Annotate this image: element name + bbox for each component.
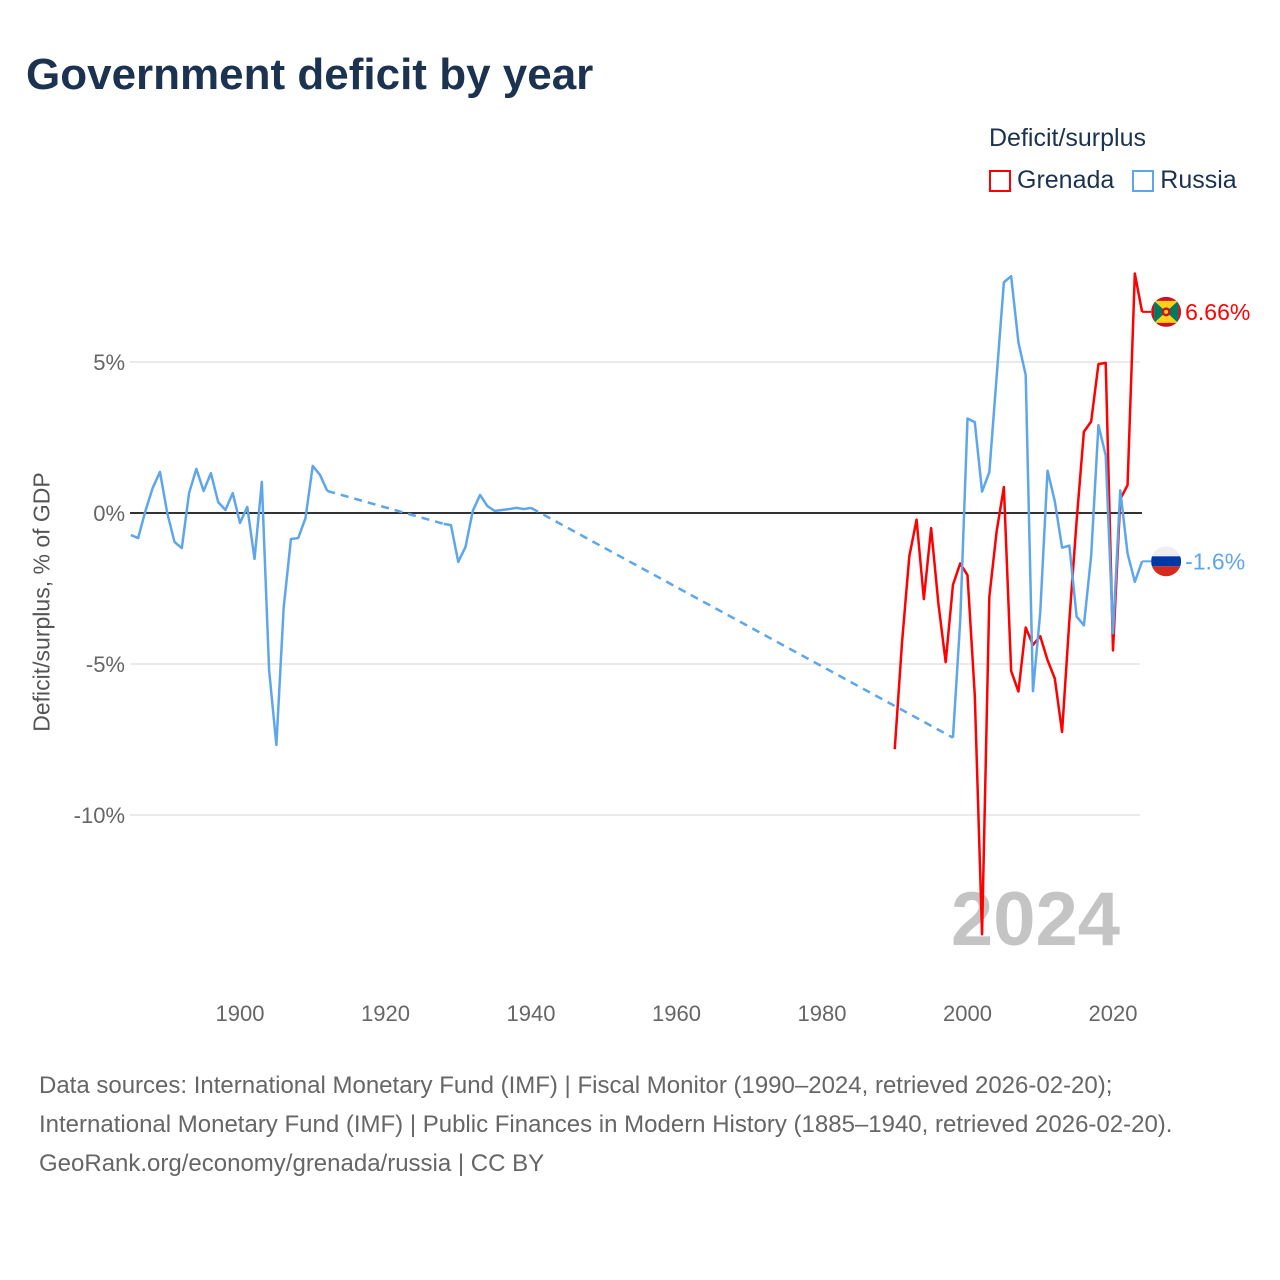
- series-gap-russia: [326, 489, 445, 526]
- flag-stripe-white: [1151, 546, 1182, 557]
- x-tick-label: 1940: [507, 1001, 556, 1026]
- y-tick-label: -5%: [86, 652, 125, 677]
- legend-label-grenada: Grenada: [1017, 166, 1115, 194]
- credit-link[interactable]: GeoRank.org/economy/grenada/russia | CC …: [39, 1150, 545, 1177]
- legend-title: Deficit/surplus: [989, 124, 1146, 152]
- flag-body: [1151, 546, 1182, 577]
- end-label-russia: -1.6%: [1185, 548, 1245, 574]
- footer: Data sources: International Monetary Fun…: [39, 1066, 1239, 1183]
- series-line-russia: [443, 493, 532, 564]
- legend-item-russia[interactable]: Russia: [1132, 166, 1237, 195]
- series-line-russia: [130, 464, 329, 747]
- flag-stripe-blue: [1151, 556, 1182, 567]
- y-tick-label: 0%: [93, 501, 125, 526]
- series-line-grenada: [893, 272, 1144, 936]
- flag-triangle: [1166, 300, 1179, 323]
- x-tick-label: 1920: [361, 1001, 410, 1026]
- legend-label-russia: Russia: [1160, 166, 1237, 194]
- y-tick-label: -10%: [74, 803, 125, 828]
- x-tick-label: 1960: [652, 1001, 701, 1026]
- flag-body: [1151, 296, 1182, 327]
- chart-title: Government deficit by year: [26, 50, 594, 99]
- series-line-russia: [951, 274, 1144, 738]
- flag-grenada-icon: [1151, 296, 1182, 327]
- x-tick-label: 2000: [943, 1001, 992, 1026]
- end-label-grenada: 6.66%: [1185, 299, 1250, 325]
- legend-item-grenada[interactable]: Grenada: [989, 166, 1114, 195]
- y-tick-label: 5%: [93, 350, 125, 375]
- flag-triangle: [1154, 300, 1167, 323]
- legend: Grenada Russia: [989, 166, 1237, 195]
- series-gap-russia: [530, 506, 954, 739]
- data-sources: Data sources: International Monetary Fun…: [39, 1072, 1173, 1138]
- x-tick-label: 2020: [1089, 1001, 1138, 1026]
- legend-swatch-grenada: [989, 169, 1011, 192]
- flag-star: [1164, 309, 1169, 314]
- legend-swatch-russia: [1132, 169, 1155, 192]
- year-watermark: 2024: [951, 877, 1120, 962]
- x-tick-label: 1980: [798, 1001, 847, 1026]
- flag-stripe-red: [1151, 566, 1182, 577]
- flag-russia-icon: [1151, 546, 1182, 577]
- x-tick-label: 1900: [216, 1001, 265, 1026]
